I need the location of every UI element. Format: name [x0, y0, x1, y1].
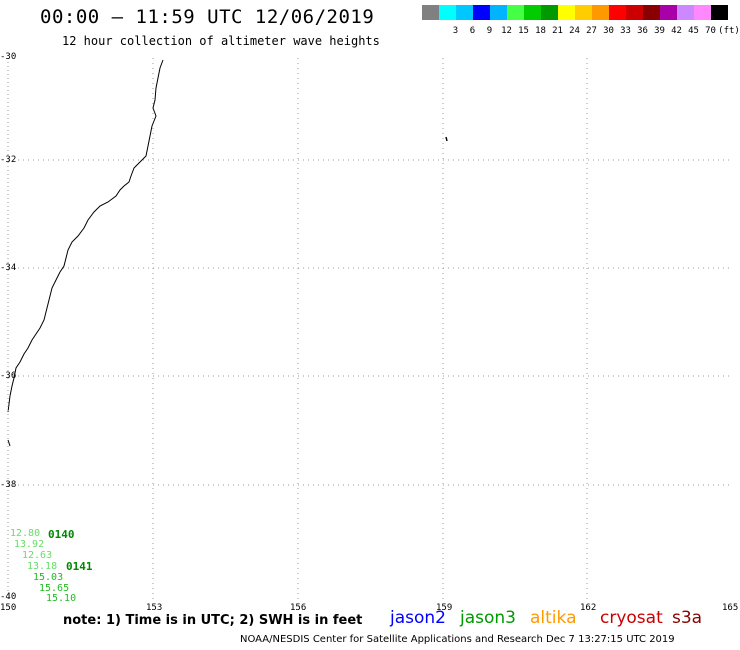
scale-label: 36 [637, 26, 648, 36]
longitude-label: 150 [0, 603, 17, 613]
satellite-legend-item: altika [530, 608, 577, 628]
coastline-fragment [7, 439, 11, 447]
scale-label: 18 [535, 26, 546, 36]
wave-height-observation: 15.10 [46, 593, 77, 604]
scale-label: 27 [586, 26, 597, 36]
satellite-legend-item: jason3 [460, 608, 516, 628]
latitude-label: -34 [0, 263, 17, 273]
latitude-label: -36 [0, 371, 17, 381]
longitude-label: 162 [580, 603, 597, 613]
scale-swatch [643, 5, 660, 20]
scale-label: 33 [620, 26, 631, 36]
pass-time-label: 0141 [66, 560, 93, 573]
pass-time-label: 0140 [48, 528, 75, 541]
scale-swatch [711, 5, 728, 20]
scale-swatch [507, 5, 524, 20]
latitude-label: -30 [0, 52, 17, 62]
scale-label: 3 [452, 26, 459, 36]
scale-label: 39 [654, 26, 665, 36]
scale-label: 42 [671, 26, 682, 36]
scale-label: 70 [705, 26, 716, 36]
scale-swatch [456, 5, 473, 20]
scale-swatch [609, 5, 626, 20]
scale-label: 6 [469, 26, 476, 36]
scale-swatch [626, 5, 643, 20]
longitude-label: 159 [436, 603, 453, 613]
scale-swatch [524, 5, 541, 20]
page-subtitle: 12 hour collection of altimeter wave hei… [62, 34, 380, 48]
scale-label: 24 [569, 26, 580, 36]
scale-label: 15 [518, 26, 529, 36]
wave-height-observation: 13.18 [27, 561, 58, 572]
latitude-label: -40 [0, 592, 17, 602]
scale-swatch [473, 5, 490, 20]
satellite-legend-item: jason2 [390, 608, 446, 628]
scale-swatch [541, 5, 558, 20]
longitude-label: 156 [290, 603, 307, 613]
scale-swatch [439, 5, 456, 20]
scale-swatch [660, 5, 677, 20]
scale-swatch [490, 5, 507, 20]
scale-unit: (ft) [718, 26, 740, 36]
scale-label: 12 [501, 26, 512, 36]
wave-height-observation: 12.80 [10, 528, 41, 539]
scale-label: 30 [603, 26, 614, 36]
page-title: 00:00 – 11:59 UTC 12/06/2019 [40, 6, 375, 28]
satellite-legend-item: cryosat [600, 608, 663, 628]
longitude-label: 165 [722, 603, 739, 613]
scale-swatch [422, 5, 439, 20]
scale-label: 9 [486, 26, 493, 36]
scale-swatch [694, 5, 711, 20]
wave-height-observation: 15.03 [33, 572, 64, 583]
coastline [7, 59, 164, 413]
island [445, 136, 448, 142]
note-text: note: 1) Time is in UTC; 2) SWH is in fe… [63, 613, 363, 628]
scale-swatch [677, 5, 694, 20]
satellite-legend-item: s3a [672, 608, 703, 628]
longitude-label: 153 [146, 603, 163, 613]
wave-height-observation: 12.63 [22, 550, 53, 561]
grid-lines [8, 58, 730, 600]
wave-height-observation: 13.92 [14, 539, 45, 550]
scale-label: 45 [688, 26, 699, 36]
scale-swatch [592, 5, 609, 20]
latitude-label: -38 [0, 480, 17, 490]
scale-swatch [558, 5, 575, 20]
wave-height-observation: 15.65 [39, 583, 70, 594]
latitude-label: -32 [0, 155, 17, 165]
scale-label: 21 [552, 26, 563, 36]
footer-credit: NOAA/NESDIS Center for Satellite Applica… [240, 634, 675, 645]
scale-swatch [575, 5, 592, 20]
